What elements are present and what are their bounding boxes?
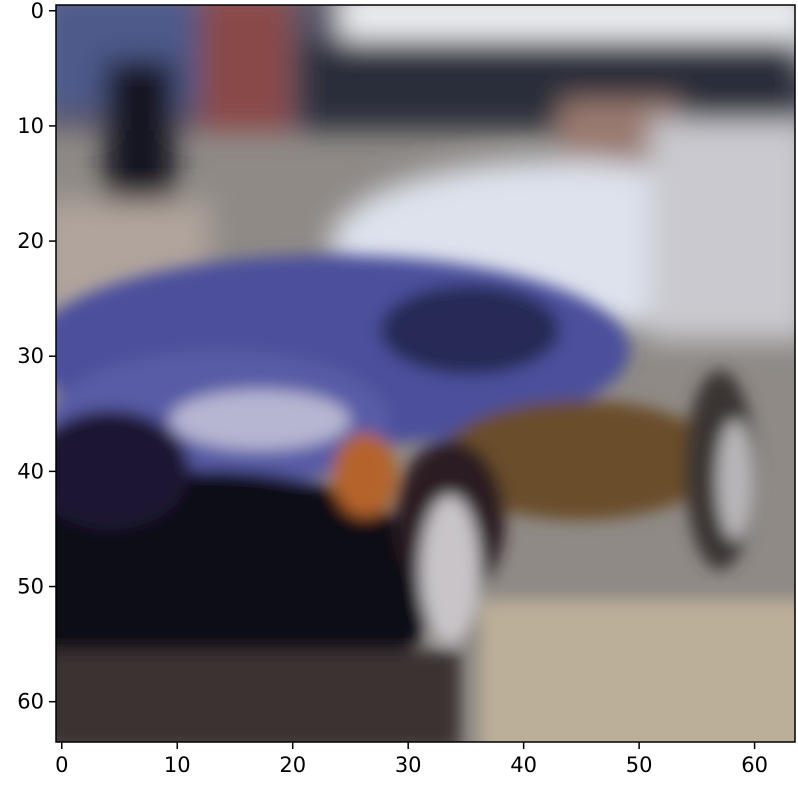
y-tick-label: 20 — [17, 229, 44, 253]
y-tick-label: 0 — [31, 0, 44, 23]
x-tick-label: 60 — [741, 753, 768, 777]
road-shadow — [56, 650, 460, 742]
x-tick-label: 0 — [55, 753, 68, 777]
y-axis-ticks: 0 10 20 30 40 50 60 — [17, 0, 56, 714]
region-right-light — [650, 120, 795, 340]
car-rear-rim — [717, 420, 753, 540]
car-side-brown — [440, 400, 720, 520]
y-tick-label: 50 — [17, 575, 44, 599]
photo-car-body — [56, 255, 795, 742]
car-grille-dark — [56, 410, 190, 530]
x-tick-label: 30 — [395, 753, 422, 777]
car-highlight — [170, 390, 350, 450]
region-red-pole — [200, 5, 290, 130]
car-photo — [56, 5, 795, 742]
axes-frame — [55, 4, 796, 743]
x-axis-ticks: 0 10 20 30 40 50 60 — [55, 742, 768, 777]
y-tick-label: 10 — [17, 114, 44, 138]
car-wheel-rim — [420, 495, 480, 645]
y-tick-label: 30 — [17, 344, 44, 368]
region-roof-dark — [300, 40, 795, 130]
y-tick-label: 40 — [17, 459, 44, 483]
road-surface — [480, 600, 795, 742]
y-tick-label: 60 — [17, 690, 44, 714]
car-front-dark — [56, 470, 440, 710]
car-orange-light — [333, 433, 397, 517]
photo-regions — [56, 5, 795, 340]
x-tick-label: 10 — [164, 753, 191, 777]
car-windshield-edge — [380, 285, 560, 375]
x-tick-label: 40 — [510, 753, 537, 777]
x-tick-label: 20 — [279, 753, 306, 777]
x-tick-label: 50 — [626, 753, 653, 777]
